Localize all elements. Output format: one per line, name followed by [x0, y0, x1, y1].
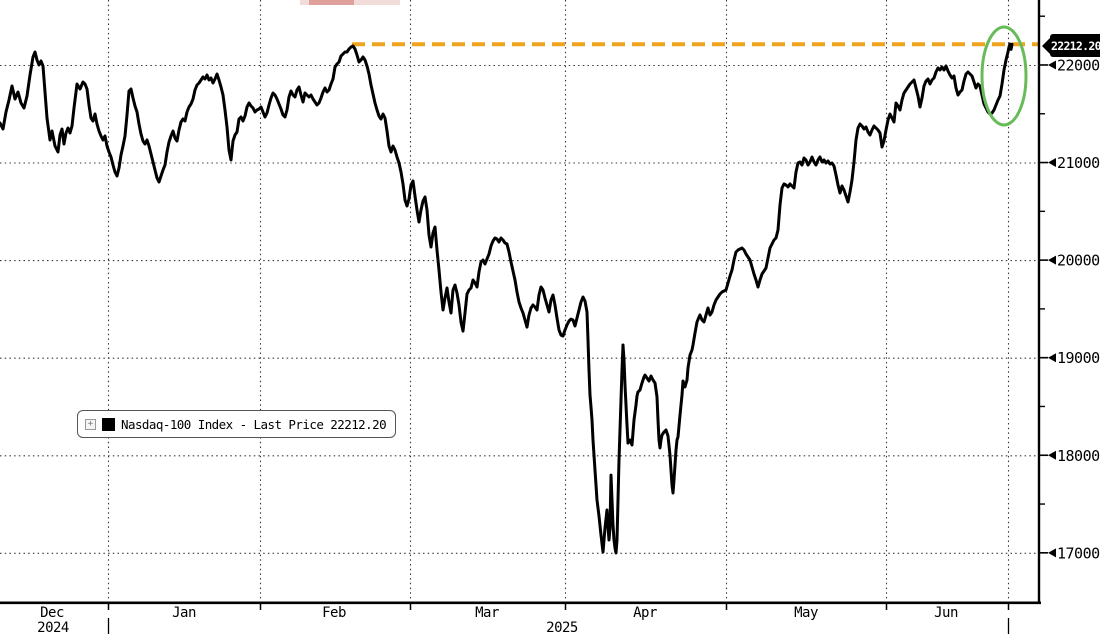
y-axis-label-19000: 19000	[1057, 349, 1100, 367]
y-axis-label-22000: 22000	[1057, 56, 1100, 74]
y-axis-label-18000: 18000	[1057, 447, 1100, 465]
y-tick-arrow-icon	[1048, 353, 1056, 363]
flag-pointer-icon	[1042, 36, 1051, 55]
y-tick-arrow-icon	[1048, 255, 1056, 265]
y-tick-arrow-icon	[1048, 548, 1056, 558]
x-axis-label-Mar: Mar	[475, 605, 499, 621]
x-axis-label-Dec: Dec	[40, 605, 64, 621]
x-axis-label-May: May	[794, 605, 818, 621]
x-axis-label-Jan: Jan	[172, 605, 196, 621]
series-color-swatch	[102, 417, 115, 431]
y-tick-arrow-icon	[1048, 158, 1056, 168]
x-axis-year-2024: 2024	[37, 620, 69, 634]
y-tick-arrow-icon	[1048, 450, 1056, 460]
legend-box[interactable]: + Nasdaq-100 Index - Last Price 22212.20	[77, 410, 397, 438]
highlight-ellipse	[980, 25, 1028, 127]
price-line	[0, 42, 1014, 555]
x-axis-year-2025: 2025	[546, 620, 578, 634]
x-axis-label-Feb: Feb	[322, 605, 346, 621]
last-price-value: 22212.20	[1051, 38, 1100, 53]
legend-label: Nasdaq-100 Index - Last Price 22212.20	[121, 416, 387, 432]
last-price-flag: 22212.20	[1042, 34, 1100, 57]
x-axis-label-Apr: Apr	[633, 605, 657, 621]
x-axis-label-Jun: Jun	[934, 605, 958, 621]
y-axis-label-21000: 21000	[1057, 154, 1100, 172]
y-tick-arrow-icon	[1048, 60, 1056, 70]
legend-expander-icon[interactable]: +	[85, 418, 96, 430]
cropped-red-artifact	[309, 0, 354, 5]
y-axis-label-20000: 20000	[1057, 252, 1100, 270]
y-axis-label-17000: 17000	[1057, 544, 1100, 562]
